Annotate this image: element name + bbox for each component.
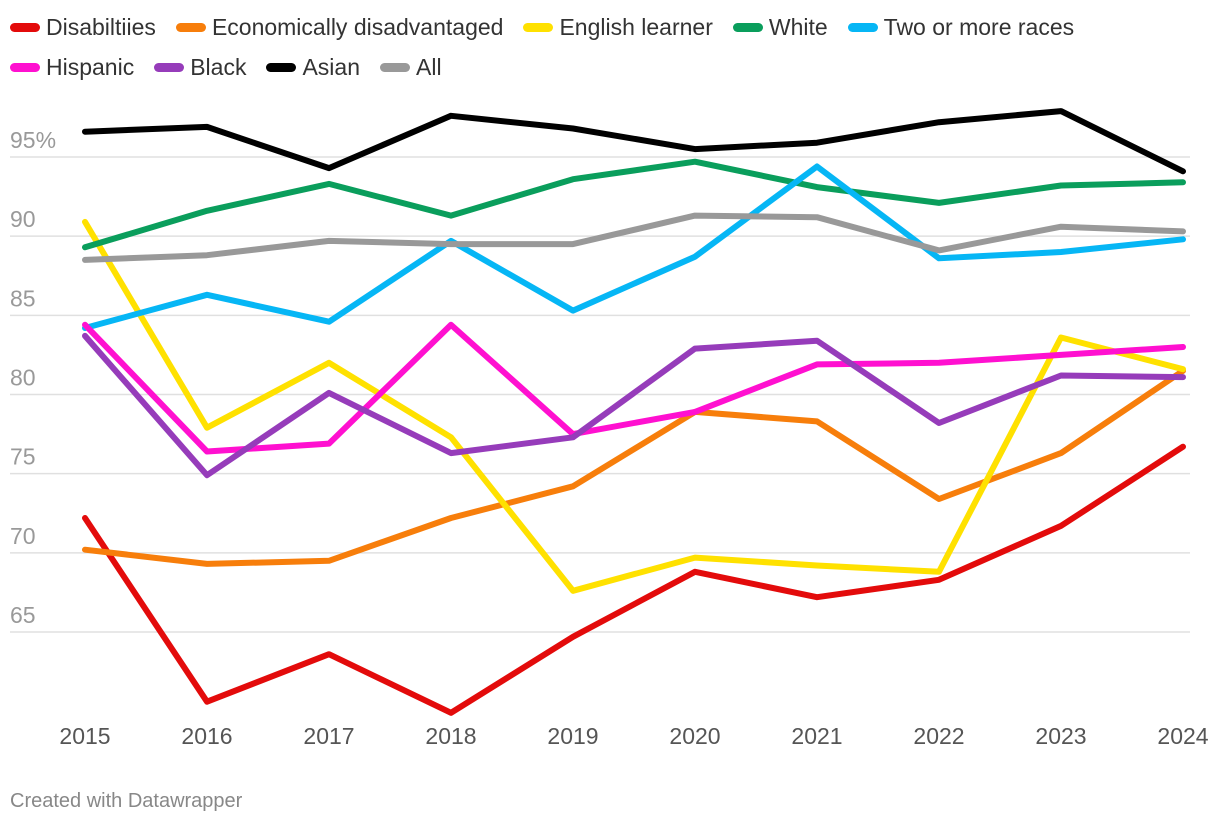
x-axis-ticks: 2015 2016 2017 2018 2019 2020 2021 2022 2023 2024 <box>59 723 1208 749</box>
legend-item[interactable]: Black <box>154 54 246 80</box>
legend-item[interactable]: Economically disadvantaged <box>175 13 504 40</box>
legend-item[interactable]: Hispanic <box>10 54 134 80</box>
y-tick-label: 70 <box>10 523 36 549</box>
legend-swatch <box>10 22 40 32</box>
legend-item[interactable]: Two or more races <box>847 13 1075 40</box>
series-line[interactable] <box>82 163 1186 331</box>
x-tick-label: 2018 <box>425 723 476 749</box>
series-line[interactable] <box>82 218 1186 594</box>
legend-item[interactable]: All <box>380 54 442 80</box>
x-tick-label: 2019 <box>547 723 598 749</box>
legend-label: Disabiltiies <box>46 13 156 40</box>
legend-swatch <box>380 62 411 72</box>
y-tick-label: 65 <box>10 602 36 628</box>
legend-swatch <box>10 62 40 72</box>
y-tick-label: 75 <box>10 444 36 470</box>
x-tick-label: 2015 <box>59 723 110 749</box>
legend-item[interactable]: Disabiltiies <box>10 14 156 40</box>
x-tick-label: 2017 <box>303 723 354 749</box>
y-tick-label: 95% <box>10 127 56 153</box>
legend-label: White <box>768 13 828 40</box>
legend-swatch <box>847 22 878 32</box>
legend-label: Black <box>190 53 247 80</box>
series-lines <box>82 108 1186 716</box>
legend-label: Hispanic <box>46 53 135 80</box>
series-line[interactable] <box>82 367 1186 567</box>
x-tick-label: 2023 <box>1035 723 1086 749</box>
legend-swatch <box>523 22 554 32</box>
credit-text[interactable]: Created with Datawrapper <box>10 790 243 812</box>
legend-label: English learner <box>559 13 713 40</box>
series-line[interactable] <box>82 443 1186 716</box>
series-line[interactable] <box>82 212 1186 263</box>
legend-label: All <box>416 53 442 80</box>
legend-swatch <box>154 62 185 72</box>
legend-swatch <box>732 22 763 32</box>
y-tick-label: 80 <box>10 365 36 391</box>
series-line[interactable] <box>82 158 1186 251</box>
legend-label: Economically disadvantaged <box>211 13 504 40</box>
y-axis-ticks: 95% 90 85 80 75 70 65 <box>10 127 56 628</box>
series-line[interactable] <box>82 108 1186 175</box>
chart-legend: Disabiltiies Economically disadvantaged En… <box>10 14 1190 80</box>
x-tick-label: 2020 <box>669 723 720 749</box>
y-tick-label: 90 <box>10 206 36 232</box>
x-tick-label: 2021 <box>791 723 842 749</box>
x-tick-label: 2016 <box>181 723 232 749</box>
series-line[interactable] <box>82 321 1186 455</box>
x-tick-label: 2024 <box>1157 723 1208 749</box>
legend-swatch <box>175 22 206 32</box>
legend-item[interactable]: White <box>732 13 828 40</box>
y-tick-label: 85 <box>10 285 36 311</box>
legend-item[interactable]: English learner <box>523 13 713 40</box>
legend-swatch <box>266 62 297 72</box>
series-line[interactable] <box>82 332 1186 479</box>
legend-item[interactable]: Asian <box>266 54 360 80</box>
legend-label: Asian <box>302 53 361 80</box>
x-tick-label: 2022 <box>913 723 964 749</box>
legend-label: Two or more races <box>883 13 1075 40</box>
